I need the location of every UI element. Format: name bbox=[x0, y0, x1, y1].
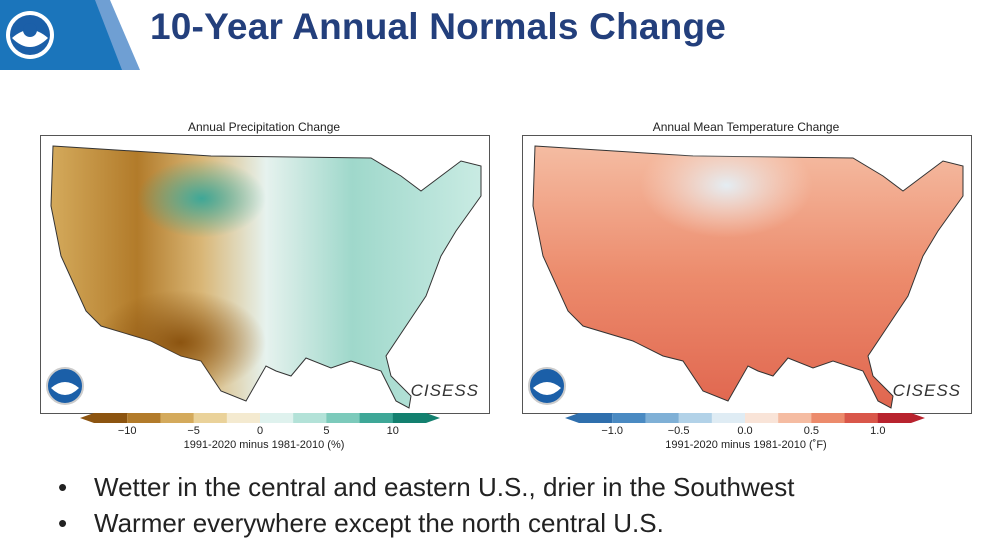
colorbar-tick-label: 1.0 bbox=[870, 425, 886, 437]
cisess-logo: CISESS bbox=[410, 381, 479, 400]
noaa-logo-icon bbox=[6, 11, 54, 59]
colorbar-segment bbox=[226, 413, 261, 423]
colorbar-segment bbox=[844, 413, 879, 423]
colorbar-tick-label: 0.0 bbox=[737, 425, 753, 437]
colorbar-segment bbox=[193, 413, 228, 423]
colorbar-tick-label: 10 bbox=[386, 425, 399, 437]
colorbar-segment bbox=[565, 413, 613, 423]
colorbar-segment bbox=[745, 413, 779, 423]
colorbar-segment bbox=[359, 413, 394, 423]
temp-colorbar-label: 1991-2020 minus 1981-2010 (˚F) bbox=[665, 439, 827, 451]
noaa-banner bbox=[0, 0, 140, 70]
bullet-2: • Warmer everywhere except the north cent… bbox=[58, 508, 664, 538]
temp-colorbar bbox=[565, 413, 925, 423]
noaa-logo-icon bbox=[46, 367, 84, 405]
colorbar-tick-label: −1.0 bbox=[601, 425, 624, 437]
precip-map-title: Annual Precipitation Change bbox=[187, 120, 341, 134]
colorbar-segment bbox=[778, 413, 812, 423]
colorbar-segment bbox=[293, 413, 327, 423]
precip-colorbar bbox=[80, 413, 440, 423]
colorbar-segment bbox=[645, 413, 680, 423]
colorbar-tick-label: −5 bbox=[187, 425, 200, 437]
temp-map-title: Annual Mean Temperature Change bbox=[652, 120, 840, 134]
colorbar-tick-label: 0.5 bbox=[803, 425, 820, 437]
precip-colorbar-label: 1991-2020 minus 1981-2010 (%) bbox=[183, 439, 345, 451]
noaa-logo-icon bbox=[528, 367, 566, 405]
colorbar-segment bbox=[260, 413, 294, 423]
colorbar-segment bbox=[811, 413, 846, 423]
colorbar-segment bbox=[326, 413, 361, 423]
precip-map: CISESS bbox=[40, 135, 490, 414]
slide-title: 10-Year Annual Normals Change bbox=[150, 6, 727, 47]
colorbar-segment bbox=[80, 413, 128, 423]
colorbar-tick-label: 5 bbox=[323, 425, 330, 437]
colorbar-segment bbox=[160, 413, 195, 423]
temp-map: CISESS bbox=[522, 135, 972, 414]
colorbar-segment bbox=[612, 413, 646, 423]
colorbar-tick-label: −10 bbox=[117, 425, 137, 437]
colorbar-segment bbox=[877, 413, 925, 423]
colorbar-segment bbox=[678, 413, 713, 423]
colorbar-segment bbox=[127, 413, 161, 423]
colorbar-tick-label: 0 bbox=[256, 425, 264, 437]
cisess-logo: CISESS bbox=[892, 381, 961, 400]
bullet-1: • Wetter in the central and eastern U.S.,… bbox=[58, 472, 795, 502]
colorbar-segment bbox=[711, 413, 746, 423]
colorbar-segment bbox=[392, 413, 440, 423]
temp-colorbar-ticks: −1.0 −0.5 0.0 0.5 1.0 bbox=[565, 425, 925, 439]
colorbar-tick-label: −0.5 bbox=[667, 425, 690, 437]
precip-colorbar-ticks: −10 −5 0 5 10 bbox=[80, 425, 440, 439]
